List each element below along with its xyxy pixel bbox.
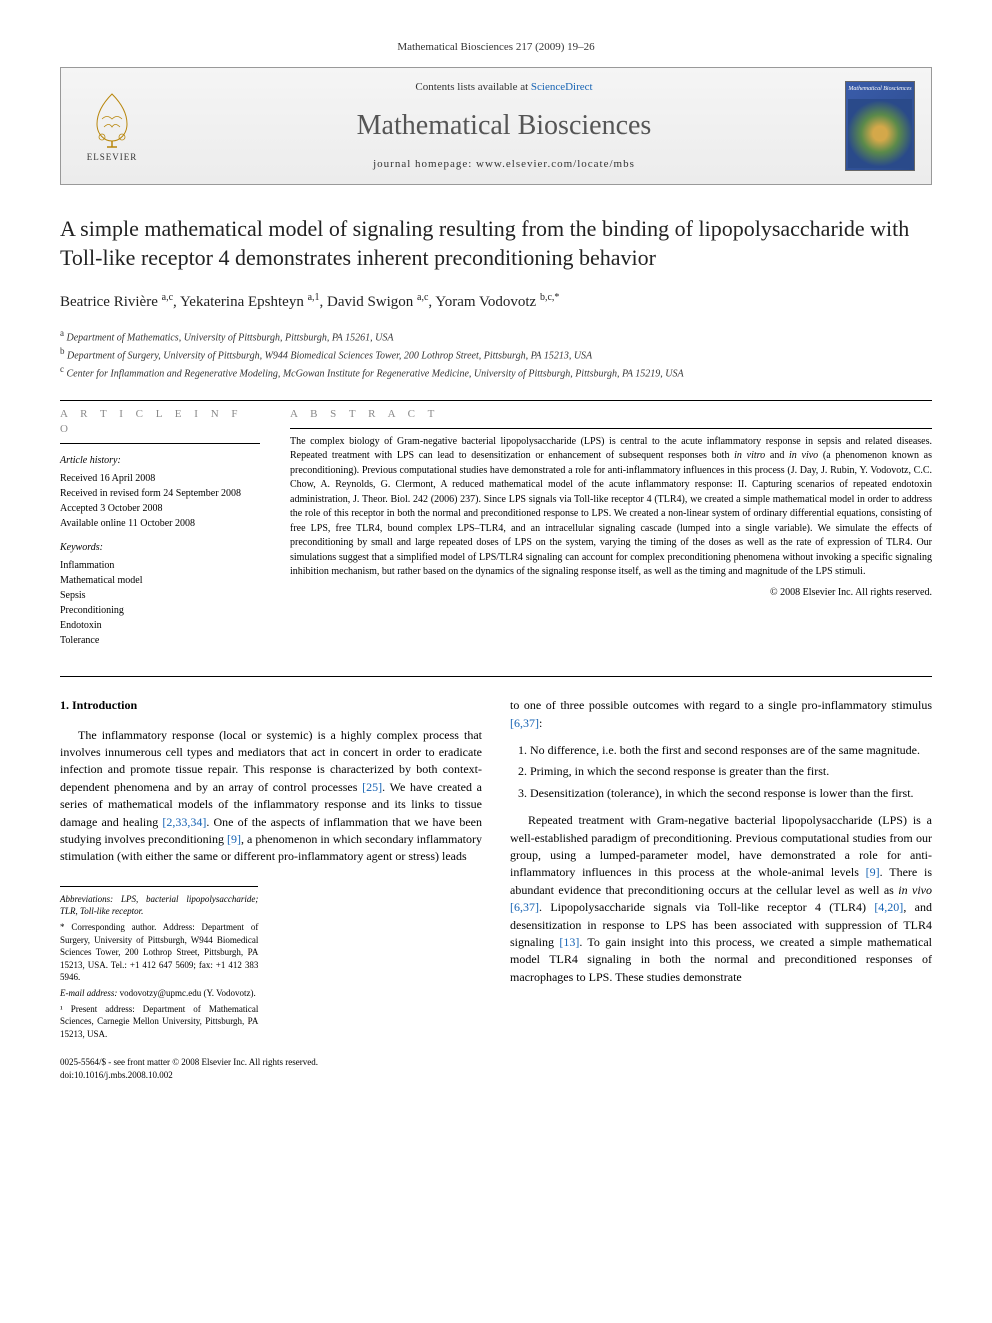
body-columns: 1. Introduction The inflammatory respons… — [60, 697, 932, 1081]
footnotes: Abbreviations: LPS, bacterial lipopolysa… — [60, 886, 258, 1041]
email-value: vodovotzy@upmc.edu (Y. Vodovotz). — [120, 988, 256, 998]
journal-homepage: journal homepage: www.elsevier.com/locat… — [163, 157, 845, 172]
list-item: Desensitization (tolerance), in which th… — [530, 785, 932, 802]
horizontal-rule — [60, 443, 260, 444]
intro-para-2-lead: to one of three possible outcomes with r… — [510, 697, 932, 732]
affiliations: a Department of Mathematics, University … — [60, 327, 932, 382]
list-item: No difference, i.e. both the first and s… — [530, 742, 932, 759]
list-item: Priming, in which the second response is… — [530, 763, 932, 780]
footnote-present-address: ¹ Present address: Department of Mathema… — [60, 1003, 258, 1041]
article-info-column: A R T I C L E I N F O Article history: R… — [60, 407, 260, 649]
journal-name: Mathematical Biosciences — [163, 106, 845, 145]
email-label: E-mail address: — [60, 988, 117, 998]
keywords-list: InflammationMathematical modelSepsisPrec… — [60, 558, 260, 648]
left-column: 1. Introduction The inflammatory respons… — [60, 697, 482, 1081]
article-history-label: Article history: — [60, 454, 260, 468]
keywords-label: Keywords: — [60, 541, 260, 555]
front-matter-line: 0025-5564/$ - see front matter © 2008 El… — [60, 1056, 482, 1069]
horizontal-rule — [290, 428, 932, 429]
abstract-text: The complex biology of Gram-negative bac… — [290, 435, 932, 580]
horizontal-rule — [60, 676, 932, 677]
journal-cover-thumbnail: Mathematical Biosciences — [845, 81, 915, 171]
horizontal-rule — [60, 400, 932, 401]
sciencedirect-link[interactable]: ScienceDirect — [531, 81, 593, 93]
journal-reference: Mathematical Biosciences 217 (2009) 19–2… — [60, 40, 932, 55]
abstract-heading: A B S T R A C T — [290, 407, 932, 422]
cover-art — [848, 99, 912, 169]
article-history: Received 16 April 2008Received in revise… — [60, 471, 260, 531]
abstract-copyright: © 2008 Elsevier Inc. All rights reserved… — [290, 586, 932, 600]
abstract-column: A B S T R A C T The complex biology of G… — [290, 407, 932, 649]
contents-available: Contents lists available at ScienceDirec… — [163, 80, 845, 95]
section-heading: 1. Introduction — [60, 697, 482, 714]
doi-block: 0025-5564/$ - see front matter © 2008 El… — [60, 1056, 482, 1081]
doi-line: doi:10.1016/j.mbs.2008.10.002 — [60, 1069, 482, 1082]
cover-title: Mathematical Biosciences — [846, 82, 914, 96]
contents-prefix: Contents lists available at — [415, 81, 530, 93]
footnote-corresponding: * Corresponding author. Address: Departm… — [60, 921, 258, 984]
journal-header: ELSEVIER Contents lists available at Sci… — [60, 67, 932, 185]
right-column: to one of three possible outcomes with r… — [510, 697, 932, 1081]
intro-para-3: Repeated treatment with Gram-negative ba… — [510, 812, 932, 986]
intro-para-1: The inflammatory response (local or syst… — [60, 727, 482, 866]
outcomes-list: No difference, i.e. both the first and s… — [530, 742, 932, 802]
article-info-heading: A R T I C L E I N F O — [60, 407, 260, 438]
footnote-abbrev: Abbreviations: LPS, bacterial lipopolysa… — [60, 893, 258, 918]
footnote-email: E-mail address: vodovotzy@upmc.edu (Y. V… — [60, 987, 258, 1000]
authors-line: Beatrice Rivière a,c, Yekaterina Epshtey… — [60, 291, 932, 313]
article-title: A simple mathematical model of signaling… — [60, 215, 932, 272]
elsevier-tree-icon — [82, 89, 142, 149]
elsevier-label: ELSEVIER — [87, 151, 138, 164]
elsevier-logo: ELSEVIER — [77, 86, 147, 166]
